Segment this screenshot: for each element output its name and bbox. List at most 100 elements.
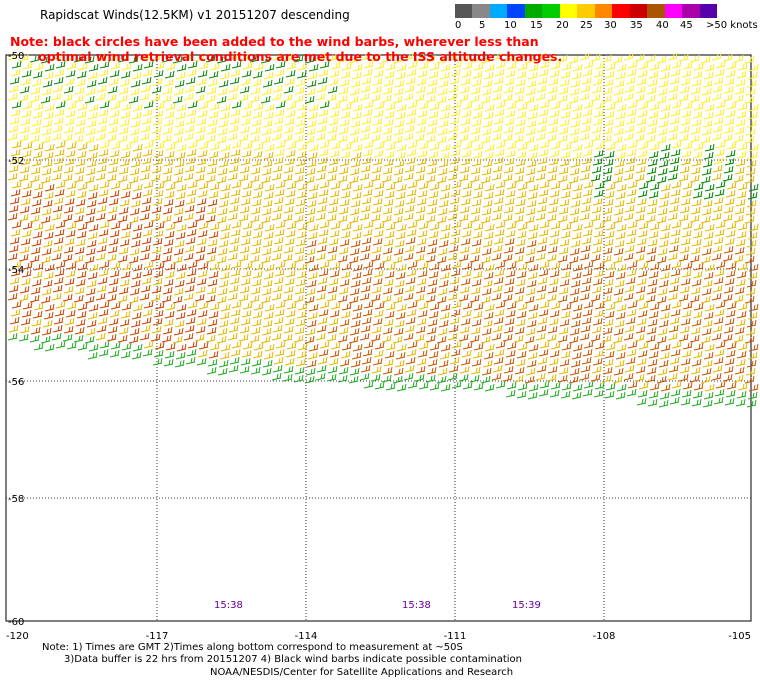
wind-barb <box>318 268 329 277</box>
wind-barb <box>548 157 559 166</box>
wind-barb <box>638 301 649 310</box>
wind-barb <box>494 268 505 277</box>
wind-barb <box>129 287 140 296</box>
wind-barb <box>197 189 208 198</box>
wind-barb <box>261 87 272 96</box>
wind-barb <box>95 92 106 101</box>
wind-barb <box>330 101 341 110</box>
wind-barb <box>230 148 241 157</box>
longitude-label: -117 <box>146 631 169 642</box>
wind-barb <box>561 262 572 271</box>
wind-barb <box>591 165 602 174</box>
wind-barb <box>648 230 659 239</box>
wind-barb <box>429 62 440 71</box>
wind-barb <box>667 92 678 101</box>
wind-barb <box>480 135 491 144</box>
wind-barb <box>18 93 29 102</box>
wind-barb <box>515 318 526 327</box>
wind-barb <box>483 111 494 120</box>
wind-barb <box>172 255 183 264</box>
wind-barb <box>646 366 657 375</box>
wind-barb <box>569 207 580 216</box>
wind-barb <box>591 125 602 134</box>
wind-barb <box>263 271 274 280</box>
wind-barb <box>339 278 350 287</box>
wind-barb <box>395 71 406 80</box>
wind-barb <box>392 375 403 384</box>
wind-barb <box>406 68 417 77</box>
wind-barb <box>363 100 374 109</box>
wind-barb <box>383 278 394 287</box>
wind-barb <box>22 101 33 110</box>
wind-barb <box>417 349 428 358</box>
wind-barb <box>207 318 218 327</box>
wind-barb <box>568 95 579 104</box>
wind-barb <box>197 269 208 278</box>
wind-barb <box>615 271 626 280</box>
wind-barb <box>537 196 548 205</box>
wind-barb <box>605 62 616 71</box>
wind-barb <box>19 245 30 254</box>
wind-barb <box>228 124 239 133</box>
wind-barb <box>416 277 427 286</box>
wind-barb <box>656 375 667 384</box>
wind-barb <box>559 118 570 127</box>
wind-barb <box>437 207 448 216</box>
wind-barb <box>407 140 418 149</box>
wind-barb <box>557 294 568 303</box>
wind-barb <box>517 102 528 111</box>
wind-barb <box>184 284 195 293</box>
wind-barb <box>95 292 106 301</box>
wind-barb <box>297 142 308 151</box>
wind-barb <box>305 327 316 336</box>
wind-barb <box>646 286 657 295</box>
wind-barb <box>53 276 64 285</box>
wind-barb <box>121 302 132 311</box>
wind-barb <box>645 334 656 343</box>
wind-barb <box>140 124 151 133</box>
wind-barb <box>714 188 725 197</box>
wind-barb <box>638 61 649 70</box>
wind-barb <box>317 276 328 285</box>
wind-barb <box>250 126 261 135</box>
wind-barb <box>318 348 329 357</box>
wind-barb <box>406 188 417 197</box>
wind-barb <box>481 287 492 296</box>
wind-barb <box>249 174 260 183</box>
wind-barb <box>416 237 427 246</box>
wind-barb <box>502 253 513 262</box>
wind-barb <box>667 372 678 381</box>
wind-barb <box>129 327 140 336</box>
wind-barb <box>316 204 327 213</box>
wind-barb <box>152 317 163 326</box>
wind-barb <box>626 348 637 357</box>
wind-barb <box>251 158 262 167</box>
wind-barb <box>725 229 736 238</box>
wind-barb <box>526 119 537 128</box>
wind-barb <box>153 69 164 78</box>
wind-barb <box>327 85 338 94</box>
wind-barb <box>108 117 119 126</box>
wind-barb <box>482 79 493 88</box>
wind-barb <box>613 367 624 376</box>
wind-barb <box>407 340 418 349</box>
wind-barb <box>296 110 307 119</box>
wind-barb <box>460 317 471 326</box>
wind-barb <box>340 230 351 239</box>
wind-barb <box>186 268 197 277</box>
wind-barb <box>218 199 229 208</box>
wind-barb <box>33 302 44 311</box>
wind-barb <box>495 140 506 149</box>
wind-barb <box>702 159 713 168</box>
wind-barb <box>230 228 241 237</box>
wind-barb <box>55 180 66 189</box>
wind-barb <box>570 239 581 248</box>
wind-barb <box>150 213 161 222</box>
wind-barb <box>561 222 572 231</box>
wind-barb <box>407 100 418 109</box>
wind-barb <box>734 246 745 255</box>
wind-barb <box>7 252 18 261</box>
wind-barb <box>384 230 395 239</box>
wind-barb <box>568 175 579 184</box>
wind-barb <box>647 238 658 247</box>
